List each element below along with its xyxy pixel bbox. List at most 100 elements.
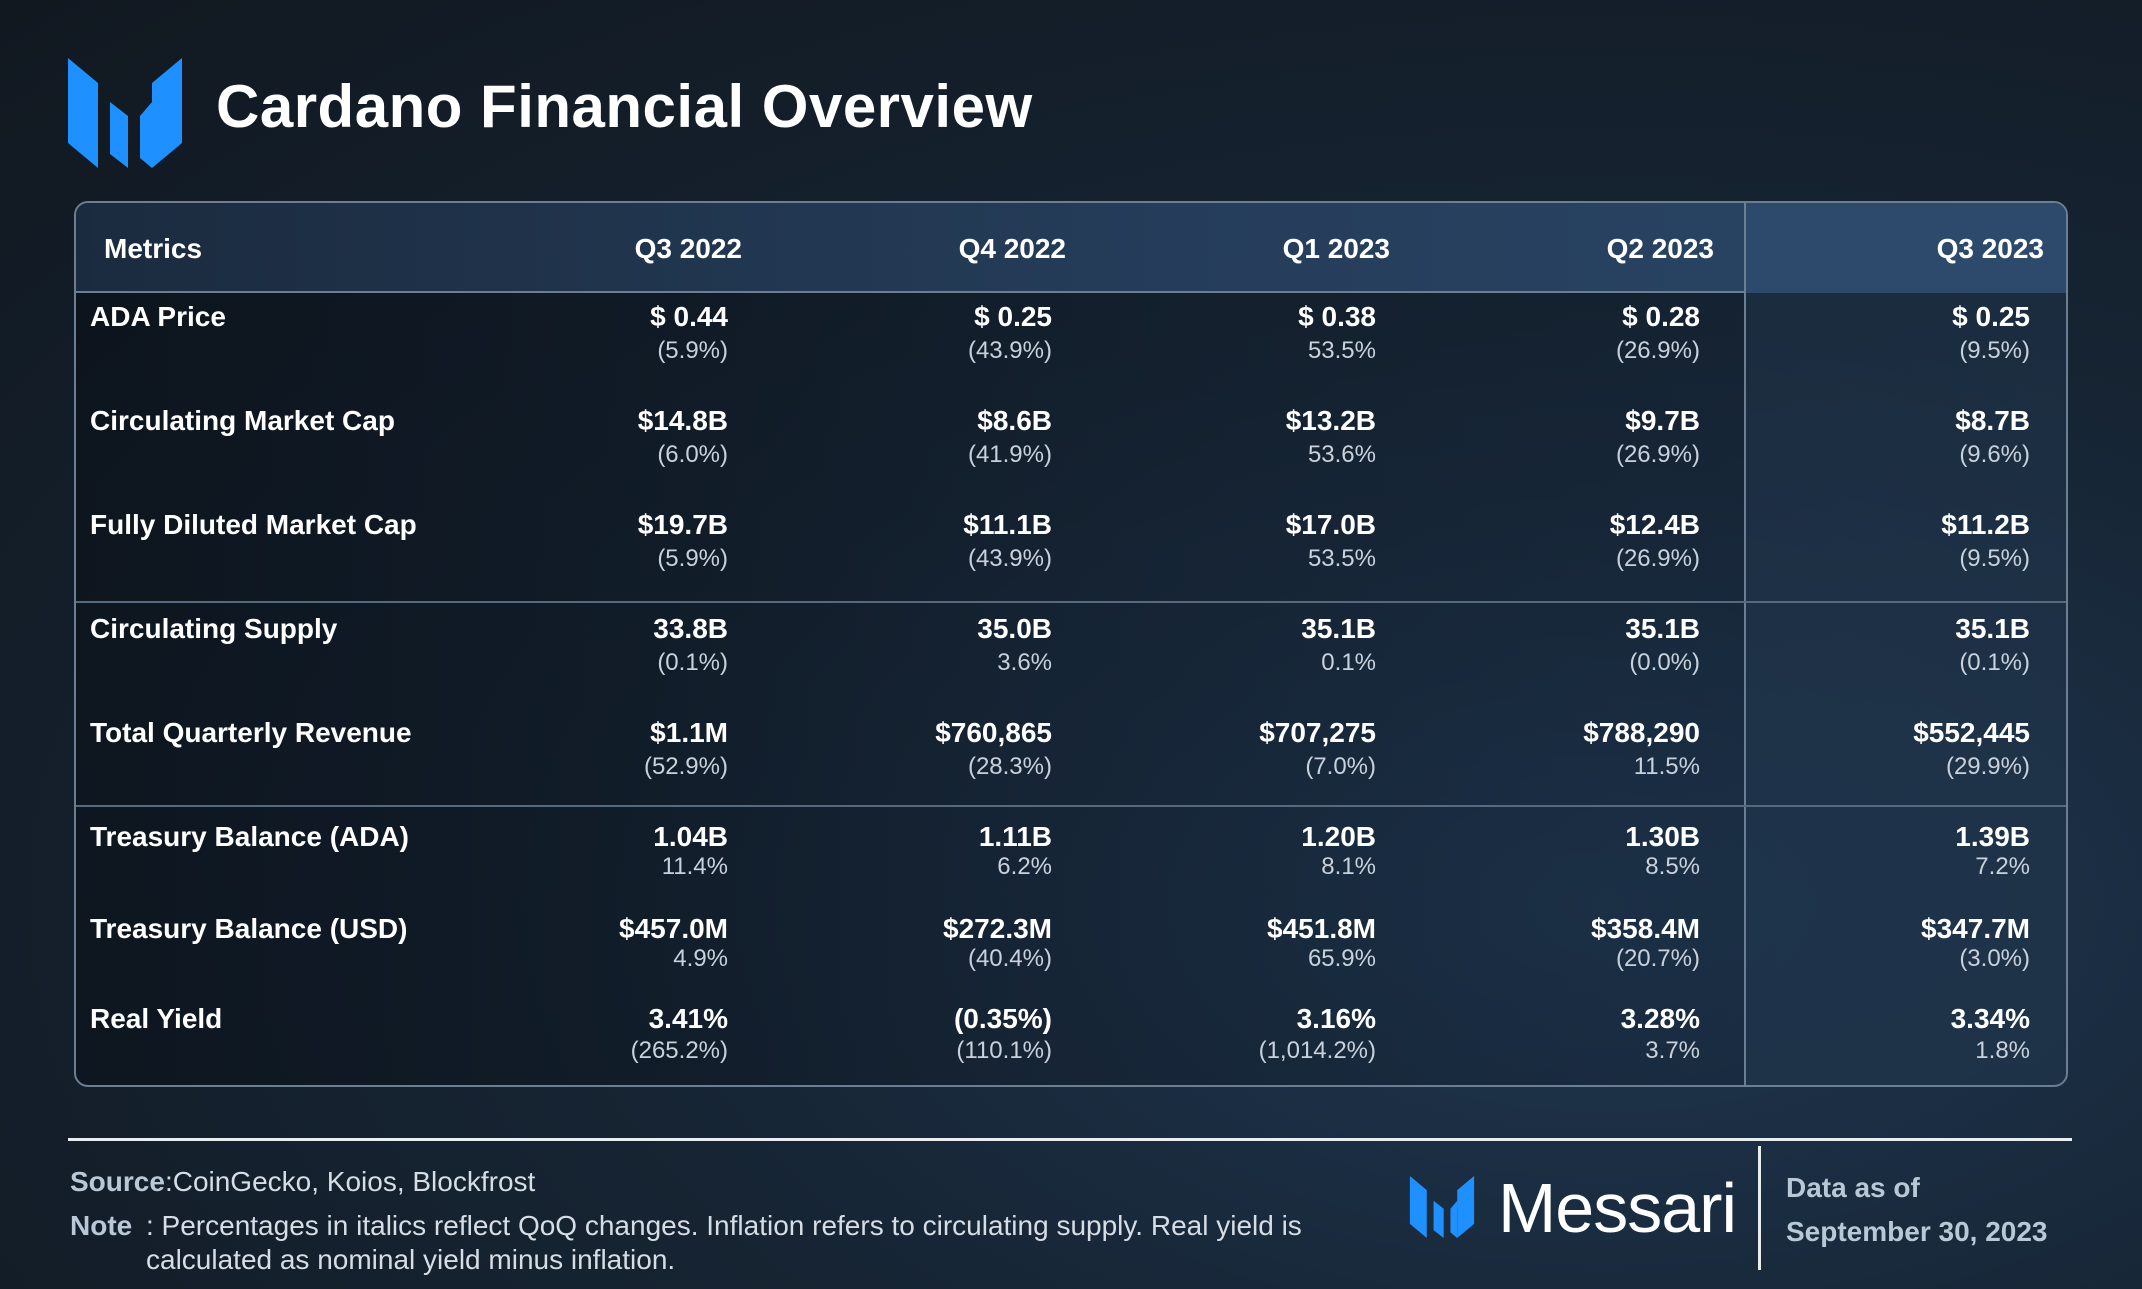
cell-change: 3.6% (997, 649, 1052, 676)
cell-value: $11.1B (963, 509, 1052, 540)
cell-change: (29.9%) (1945, 753, 2030, 780)
row-label-treasury-balance-ada: Treasury Balance (ADA) (90, 821, 410, 852)
cell-value: (0.35%) (953, 1003, 1052, 1034)
cell-value: $788,290 (1583, 717, 1700, 748)
row-label-circulating-market-cap: Circulating Market Cap (90, 405, 395, 436)
cell-value: $12.4B (1609, 509, 1700, 540)
column-header-q4-2022: Q4 2022 (958, 233, 1066, 264)
cell-value: $13.2B (1285, 405, 1376, 436)
cell-change: (43.9%) (967, 337, 1052, 364)
cell-value: $ 0.38 (1298, 301, 1376, 332)
cell-value: 3.34% (1950, 1003, 2030, 1034)
cell-change: 11.4% (661, 853, 728, 880)
asof-label: Data as of (1786, 1172, 1920, 1203)
cell-change: (1,014.2%) (1258, 1037, 1376, 1064)
row-group-divider (76, 601, 2066, 603)
cell-value: 1.30B (1625, 821, 1700, 852)
cell-value: $8.7B (1955, 405, 2030, 436)
asof-date: September 30, 2023 (1786, 1216, 2048, 1247)
cell-value: $11.2B (1941, 509, 2030, 540)
cell-value: $358.4M (1591, 913, 1700, 944)
row-label-real-yield: Real Yield (90, 1003, 223, 1034)
cell-value: $347.7M (1921, 913, 2030, 944)
cell-change: 53.5% (1307, 337, 1376, 364)
note-text: : Percentages in italics reflect QoQ cha… (146, 1210, 1302, 1275)
cell-change: (110.1%) (956, 1037, 1052, 1064)
cell-value: 1.20B (1301, 821, 1376, 852)
cell-value: $1.1M (650, 717, 728, 748)
cell-change: 11.5% (1633, 753, 1700, 780)
cell-value: $9.7B (1625, 405, 1700, 436)
cell-value: $ 0.25 (1952, 301, 2030, 332)
cell-value: $8.6B (977, 405, 1052, 436)
cell-value: $457.0M (619, 913, 728, 944)
column-header-q3-2023: Q3 2023 (1936, 233, 2044, 264)
cell-change: 53.5% (1307, 545, 1376, 572)
cell-value: $ 0.44 (650, 301, 728, 332)
cell-value: $760,865 (935, 717, 1052, 748)
cell-change: 8.1% (1321, 853, 1376, 880)
cell-change: (41.9%) (967, 441, 1052, 468)
cell-value: $272.3M (943, 913, 1052, 944)
row-label-circulating-supply: Circulating Supply (90, 613, 338, 644)
messari-brand-icon (1409, 1176, 1475, 1238)
cell-change: 4.9% (673, 945, 728, 972)
cell-change: (9.6%) (1959, 441, 2030, 468)
row-label-ada-price: ADA Price (90, 301, 226, 332)
cell-change: (43.9%) (967, 545, 1052, 572)
cell-change: (9.5%) (1959, 337, 2030, 364)
cell-change: 1.8% (1975, 1037, 2030, 1064)
cell-value: $19.7B (637, 509, 728, 540)
brand-wordmark: Messari (1498, 1169, 1737, 1247)
footer-separator (1758, 1146, 1761, 1270)
row-label-total-quarterly-revenue: Total Quarterly Revenue (90, 717, 412, 748)
financial-table: Metrics Q3 2022 Q4 2022 Q1 2023 Q2 2023 Q3 20… (74, 201, 2068, 1087)
cell-change: (0.1%) (657, 649, 728, 676)
cell-value: 35.0B (977, 613, 1052, 644)
cell-value: 3.41% (648, 1003, 728, 1034)
cell-change: (7.0%) (1305, 753, 1376, 780)
column-header-metrics: Metrics (104, 233, 203, 264)
cell-change: 6.2% (997, 853, 1052, 880)
cell-value: $552,445 (1913, 717, 2030, 748)
row-label-fully-diluted-market-cap: Fully Diluted Market Cap (90, 509, 417, 540)
row-label-treasury-balance-usd: Treasury Balance (USD) (90, 913, 408, 944)
cell-change: 0.1% (1321, 649, 1376, 676)
cell-value: 3.28% (1620, 1003, 1700, 1034)
cell-change: (0.1%) (1959, 649, 2030, 676)
cell-value: 1.04B (653, 821, 728, 852)
cell-change: (6.0%) (657, 441, 728, 468)
cell-change: 3.7% (1645, 1037, 1700, 1064)
table-header: Metrics Q3 2022 Q4 2022 Q1 2023 Q2 2023 Q3 20… (76, 203, 2066, 293)
cell-change: (28.3%) (967, 753, 1052, 780)
note-label: Note (70, 1210, 133, 1241)
cell-change: (9.5%) (1959, 545, 2030, 572)
latest-quarter-header-highlight (1744, 203, 2066, 293)
cell-change: 7.2% (1975, 853, 2030, 880)
cell-change: (52.9%) (643, 753, 728, 780)
cell-value: 35.1B (1301, 613, 1376, 644)
source-label: Source (70, 1166, 165, 1197)
cell-value: $14.8B (637, 405, 728, 436)
cell-value: 3.16% (1296, 1003, 1376, 1034)
page-title: Cardano Financial Overview (216, 73, 1033, 140)
cell-change: (0.0%) (1629, 649, 1700, 676)
cell-change: (5.9%) (657, 337, 728, 364)
cell-change: 53.6% (1307, 441, 1376, 468)
messari-logo-icon (68, 58, 182, 168)
cell-change: 8.5% (1645, 853, 1700, 880)
cell-value: 1.11B (978, 821, 1052, 852)
cell-value: $707,275 (1259, 717, 1376, 748)
cell-value: $ 0.28 (1622, 301, 1700, 332)
cell-value: 33.8B (653, 613, 728, 644)
column-header-q3-2022: Q3 2022 (634, 233, 742, 264)
cell-value: $17.0B (1285, 509, 1376, 540)
cell-change: (26.9%) (1615, 441, 1700, 468)
cell-value: $451.8M (1267, 913, 1376, 944)
cell-value: 35.1B (1625, 613, 1700, 644)
cell-value: 1.39B (1955, 821, 2030, 852)
source-text: :CoinGecko, Koios, Blockfrost (164, 1166, 536, 1197)
cell-value: 35.1B (1955, 613, 2030, 644)
cell-change: (3.0%) (1959, 945, 2030, 972)
latest-quarter-highlight (1744, 203, 2066, 1085)
